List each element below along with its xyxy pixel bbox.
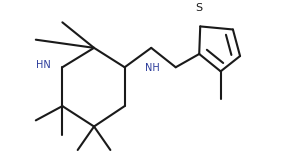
Text: S: S [196, 3, 203, 13]
Text: HN: HN [36, 60, 51, 70]
Text: NH: NH [145, 63, 160, 73]
